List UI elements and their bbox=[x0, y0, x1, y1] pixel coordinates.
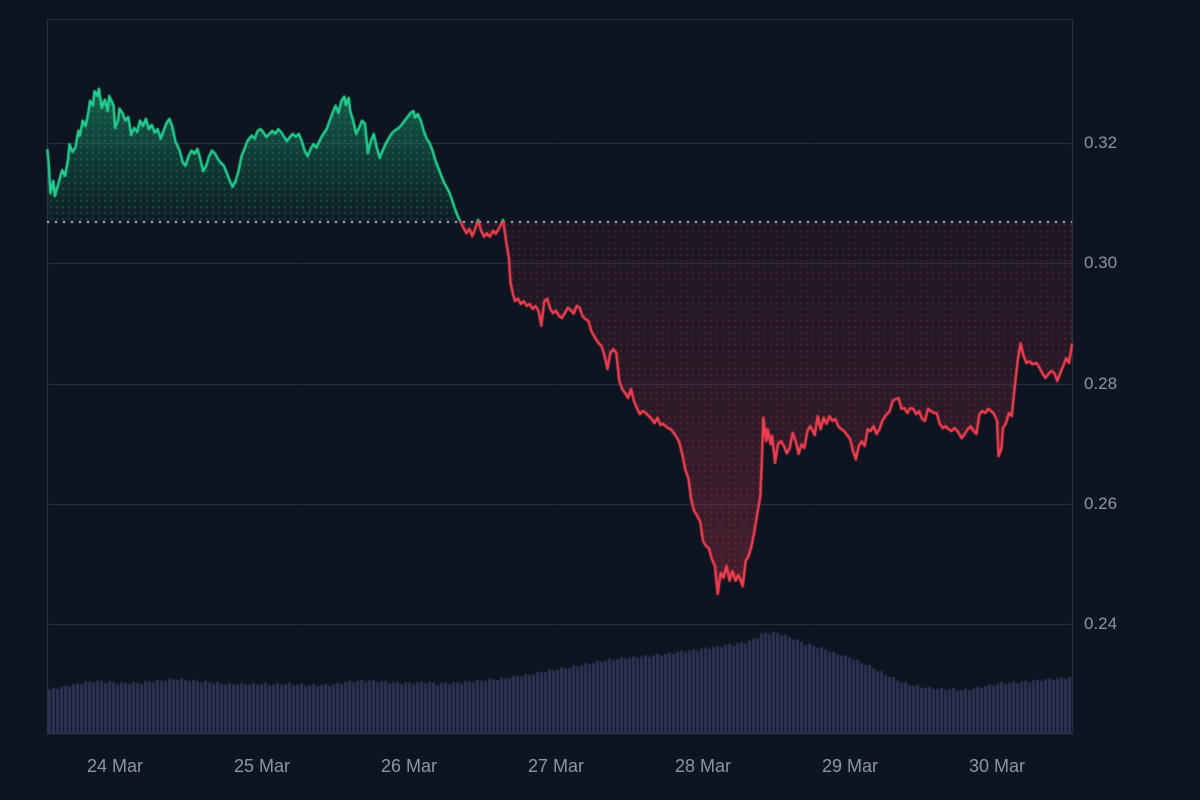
x-axis-tick-label: 30 Mar bbox=[969, 756, 1026, 776]
y-axis-tick-label: 0.26 bbox=[1084, 493, 1118, 513]
x-axis-tick-label: 27 Mar bbox=[528, 756, 585, 776]
x-axis-tick-label: 26 Mar bbox=[381, 756, 438, 776]
x-axis-tick-label: 28 Mar bbox=[675, 756, 732, 776]
x-axis-tick-label: 29 Mar bbox=[822, 756, 879, 776]
x-axis-tick-label: 25 Mar bbox=[234, 756, 291, 776]
y-axis-tick-label: 0.24 bbox=[1084, 614, 1118, 634]
x-axis-tick-label: 24 Mar bbox=[87, 756, 144, 776]
y-axis-tick-label: 0.32 bbox=[1084, 132, 1118, 152]
y-axis-tick-label: 0.30 bbox=[1084, 253, 1118, 273]
y-axis-tick-label: 0.28 bbox=[1084, 373, 1118, 393]
